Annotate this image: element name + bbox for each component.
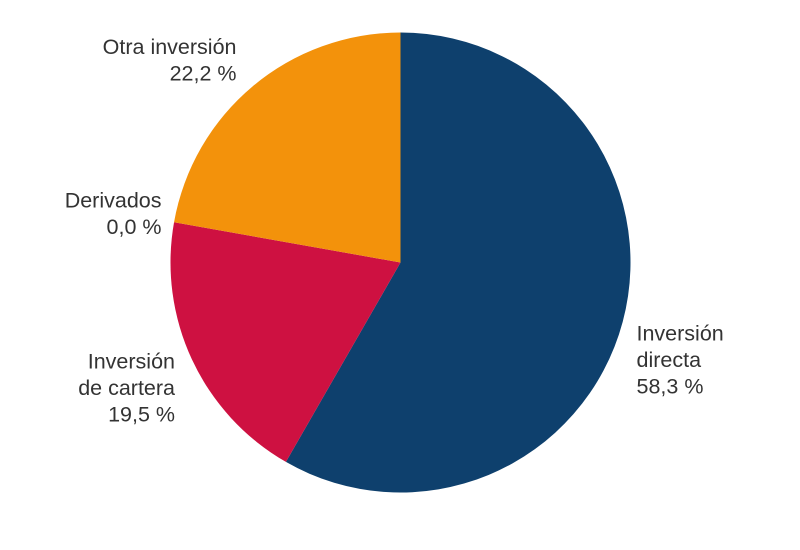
pie-label-1-line-3: 58,3 % [637,375,704,399]
pie-label-4-line-1: Otra inversión [103,35,237,59]
pie-label-3: Derivados 0,0 % [65,189,162,240]
pie-label-4: Otra inversión 22,2 % [103,35,237,86]
pie-slice-1[interactable] [285,32,631,493]
pie-label-1-line-2: directa [637,348,702,372]
pie-label-1-line-1: Inversión [637,322,724,346]
pie-slice-4[interactable] [174,32,401,263]
pie-label-3-line-1: Derivados [65,189,162,213]
pie-label-2-line-2: de cartera [78,376,175,400]
pie-label-2-line-1: Inversión [88,350,175,374]
pie-label-4-line-2: 22,2 % [170,62,237,86]
pie-label-2-line-3: 19,5 % [108,403,175,427]
pie-slice-2[interactable] [170,222,401,462]
pie-label-2: Inversión de cartera 19,5 % [78,350,175,427]
pie-label-1: Inversión directa 58,3 % [637,322,724,399]
pie-label-3-line-2: 0,0 % [107,215,162,239]
